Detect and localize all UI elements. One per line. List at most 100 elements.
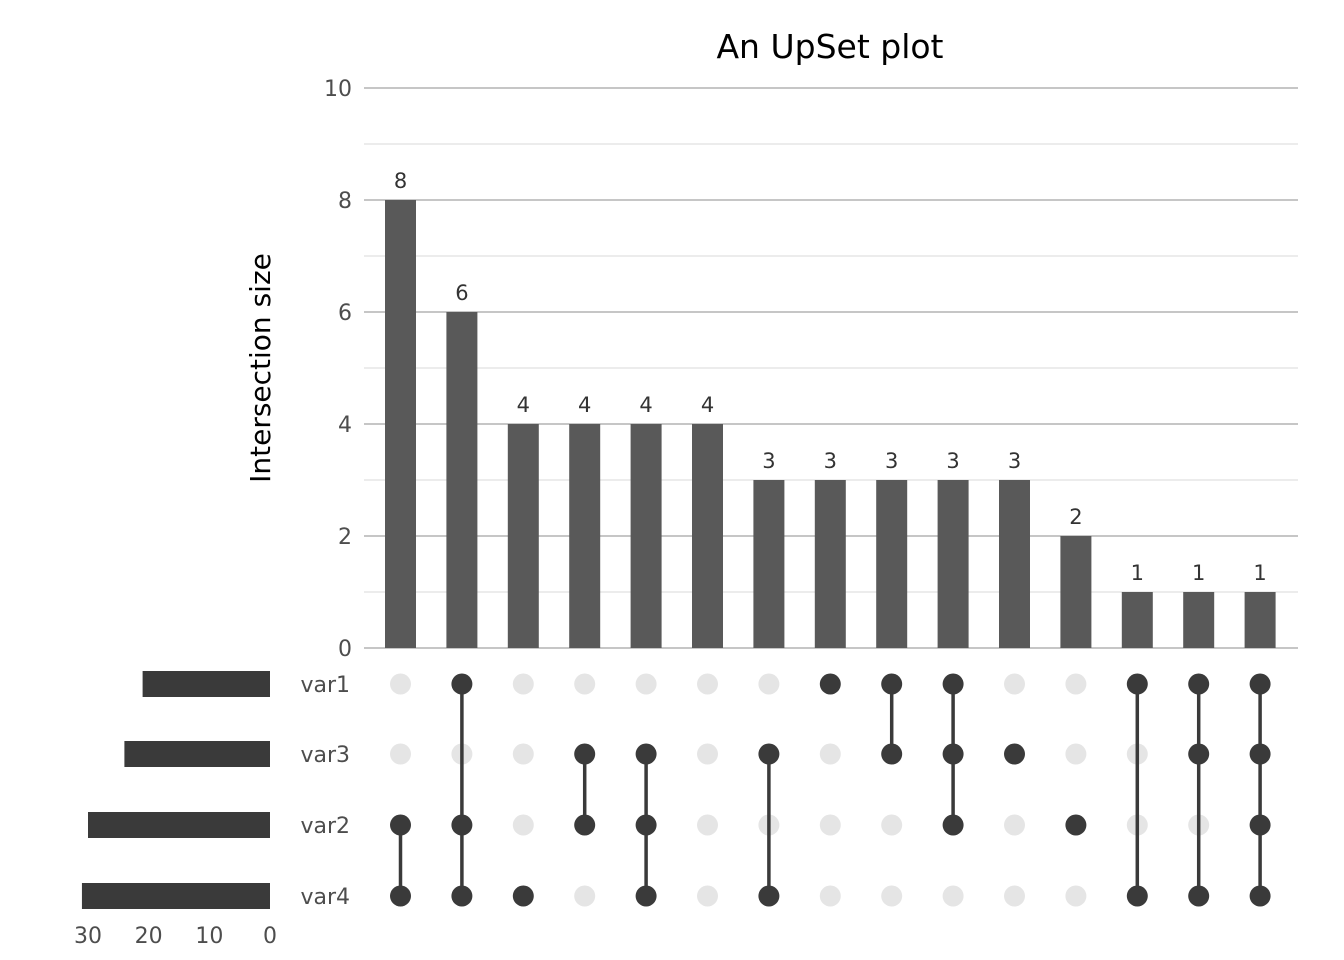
intersection-bar: [1244, 592, 1276, 648]
matrix-dot-inactive: [697, 743, 718, 765]
matrix-dot-active: [758, 743, 780, 765]
set-size-bar: [142, 671, 270, 697]
intersection-bar: [814, 480, 846, 648]
matrix-dot-active: [451, 885, 473, 907]
matrix-dot-inactive: [819, 885, 841, 907]
intersection-bar: [692, 424, 723, 648]
matrix-dot-active: [819, 673, 841, 695]
intersection-bar: [937, 480, 969, 648]
matrix-dot-active: [451, 673, 473, 695]
intersection-bar: [630, 424, 662, 648]
set-size-bar: [81, 883, 270, 909]
set-name-label: var1: [300, 673, 350, 698]
bar-value-label: 3: [946, 449, 959, 473]
bar-value-label: 1: [1131, 561, 1144, 585]
matrix-dot-active: [1004, 743, 1025, 765]
bar-value-label: 3: [824, 449, 837, 473]
matrix-dot-active: [1065, 814, 1087, 836]
set-size-tick-label: 10: [195, 924, 223, 949]
matrix-dot-inactive: [512, 743, 534, 765]
intersection-bar: [446, 312, 478, 648]
set-size-tick-label: 0: [263, 924, 277, 949]
matrix-dot-inactive: [390, 673, 411, 695]
intersection-bar: [876, 480, 908, 648]
matrix-dot-inactive: [390, 743, 411, 765]
matrix-dot-inactive: [1004, 814, 1025, 836]
matrix-dot-inactive: [574, 673, 596, 695]
matrix-dot-active: [1126, 673, 1148, 695]
y-axis-label: Intersection size: [244, 253, 277, 483]
intersection-bar: [507, 424, 539, 648]
bar-value-label: 1: [1192, 561, 1205, 585]
matrix-dot-inactive: [1004, 885, 1025, 907]
bar-value-labels: 8 6 4 4 4 4 3 3 3 3 3 2 1 1 1: [394, 169, 1267, 585]
bar-value-label: 4: [701, 393, 714, 417]
matrix-dot-active: [881, 743, 903, 765]
set-name-label: var2: [300, 814, 350, 839]
y-tick-label: 8: [338, 189, 352, 214]
set-name-label: var3: [300, 743, 350, 768]
matrix-dot-inactive: [881, 885, 903, 907]
intersection-bar: [999, 480, 1030, 648]
set-size-tick-label: 20: [135, 924, 163, 949]
matrix-dot-inactive: [1065, 885, 1087, 907]
matrix-dot-active: [635, 814, 657, 836]
y-tick-label: 10: [324, 77, 352, 102]
intersection-bar: [753, 480, 785, 648]
matrix-dot-inactive: [942, 885, 964, 907]
matrix-dot-inactive: [819, 814, 841, 836]
matrix-dot-inactive: [1004, 673, 1025, 695]
bar-value-label: 6: [455, 281, 468, 305]
y-tick-label: 2: [338, 525, 352, 550]
y-tick-labels: 0 2 4 6 8 10: [324, 77, 352, 662]
matrix-dot-inactive: [697, 885, 718, 907]
matrix-dot-active: [1249, 814, 1271, 836]
matrix-dot-inactive: [1065, 673, 1087, 695]
intersection-bars: [385, 200, 1276, 648]
matrix-dot-inactive: [512, 673, 534, 695]
intersection-bar: [1121, 592, 1153, 648]
matrix-dot-active: [1188, 743, 1210, 765]
matrix-dot-inactive: [574, 885, 596, 907]
matrix-dot-inactive: [758, 673, 780, 695]
matrix-dot-inactive: [881, 814, 903, 836]
matrix-dot-inactive: [697, 814, 718, 836]
matrix-dot-active: [451, 814, 473, 836]
matrix-dot-active: [1188, 885, 1210, 907]
set-size-axis-labels: 30 20 10 0: [74, 924, 277, 949]
intersection-matrix: [390, 673, 1271, 907]
matrix-dot-active: [635, 885, 657, 907]
bar-value-label: 1: [1253, 561, 1266, 585]
matrix-dot-active: [881, 673, 903, 695]
matrix-dot-active: [1249, 673, 1271, 695]
matrix-dot-active: [942, 743, 964, 765]
bar-value-label: 3: [1008, 449, 1021, 473]
bar-value-label: 3: [885, 449, 898, 473]
intersection-bar: [569, 424, 601, 648]
matrix-dot-inactive: [697, 673, 718, 695]
bar-value-label: 8: [394, 169, 407, 193]
matrix-dot-inactive: [1065, 743, 1087, 765]
set-size-tick-label: 30: [74, 924, 102, 949]
intersection-bar: [385, 200, 416, 648]
matrix-dot-active: [390, 885, 411, 907]
matrix-dot-active: [942, 673, 964, 695]
matrix-dot-inactive: [635, 673, 657, 695]
matrix-dot-active: [942, 814, 964, 836]
bar-value-label: 4: [639, 393, 652, 417]
set-name-label: var4: [300, 885, 350, 910]
set-size-bars: [81, 671, 271, 909]
bar-value-label: 2: [1069, 505, 1082, 529]
y-tick-label: 0: [338, 637, 352, 662]
set-size-bar: [88, 812, 270, 838]
matrix-dot-active: [574, 743, 596, 765]
matrix-dot-active: [1249, 743, 1271, 765]
chart-title: An UpSet plot: [716, 27, 943, 66]
matrix-dot-active: [390, 814, 411, 836]
matrix-dot-inactive: [819, 743, 841, 765]
matrix-dot-active: [574, 814, 596, 836]
matrix-dot-active: [1126, 885, 1148, 907]
intersection-bar: [1183, 592, 1215, 648]
bar-value-label: 3: [762, 449, 775, 473]
